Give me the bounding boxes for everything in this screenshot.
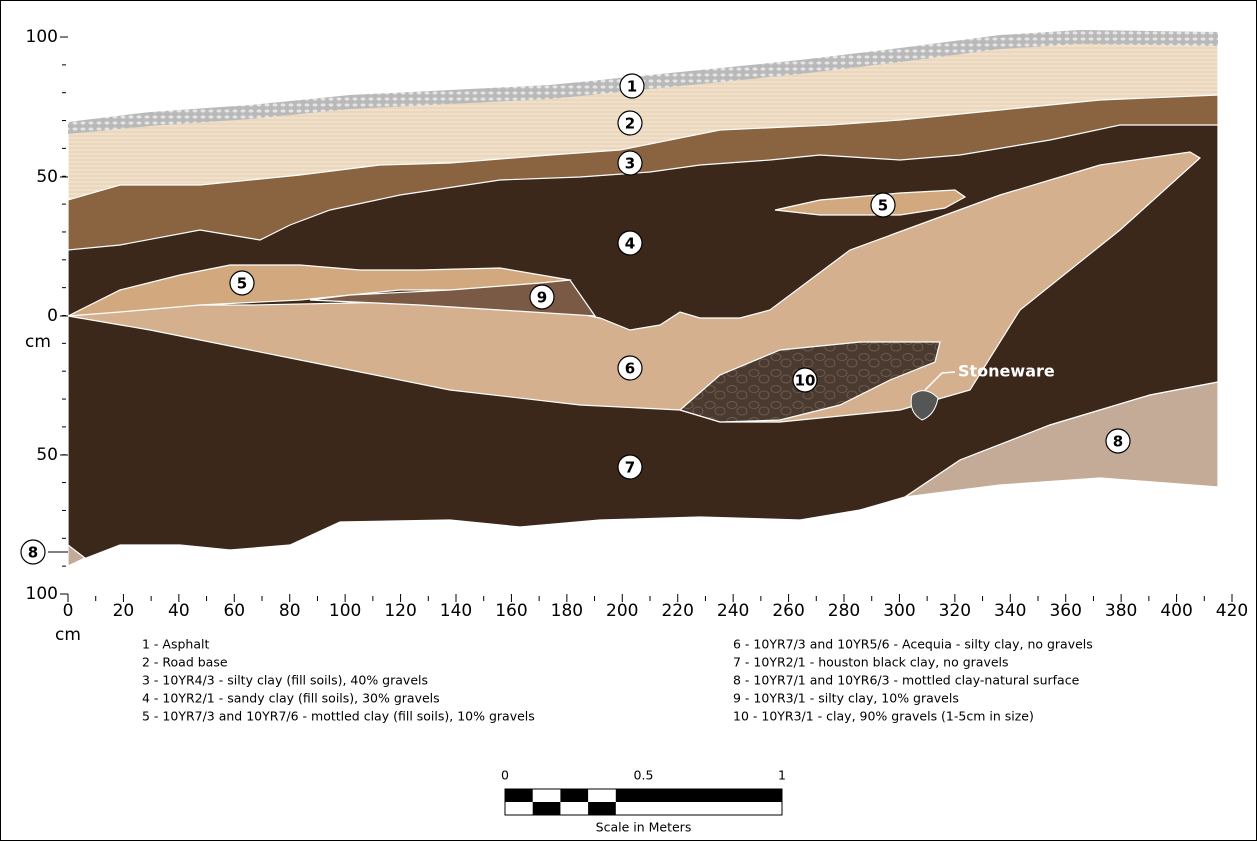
layer-marker: 5 — [878, 197, 888, 215]
marker-circle — [617, 110, 643, 136]
layer-marker: 8 — [1113, 433, 1123, 451]
legend-item: 3 - 10YR4/3 - silty clay (fill soils), 4… — [142, 673, 428, 688]
layers — [48, 29, 1219, 567]
legend-item: 10 - 10YR3/1 - clay, 90% gravels (1-5cm … — [733, 709, 1034, 724]
marker-circle — [617, 355, 643, 381]
x-tick-label: 120 — [384, 601, 416, 621]
x-tick-label: 360 — [1049, 601, 1081, 621]
y-tick-label: 50 — [36, 445, 58, 465]
marker-circle — [617, 454, 643, 480]
layer-8 — [904, 381, 1219, 498]
marker-circle — [1105, 428, 1131, 454]
legend-item: 5 - 10YR7/3 and 10YR7/6 - mottled clay (… — [142, 709, 535, 724]
x-tick-label: 180 — [551, 601, 583, 621]
scale-cell — [532, 802, 561, 815]
layer-marker: 3 — [625, 155, 635, 173]
marker-circle — [792, 367, 818, 393]
y-unit: cm — [25, 332, 51, 352]
stoneware — [910, 390, 939, 421]
layer-8-small — [67, 543, 87, 567]
scale-label: 0 — [501, 768, 509, 783]
layer-marker: 4 — [625, 235, 635, 253]
layer-9 — [309, 279, 597, 317]
x-tick-label: 420 — [1216, 601, 1248, 621]
layer-marker: 9 — [537, 289, 547, 307]
legend-item: 8 - 10YR7/1 and 10YR6/3 - mottled clay-n… — [733, 673, 1080, 688]
scale-cell — [505, 789, 533, 802]
y-tick-label: 100 — [26, 27, 58, 47]
x-tick-label: 220 — [661, 601, 693, 621]
legend-item: 2 - Road base — [142, 655, 228, 670]
x-tick-label: 380 — [1105, 601, 1137, 621]
marker-circle — [229, 270, 255, 296]
marker-circle — [20, 539, 46, 565]
x-tick-label: 320 — [939, 601, 971, 621]
layer-marker: 7 — [625, 459, 635, 477]
x-tick-label: 300 — [883, 601, 915, 621]
legend-item: 1 - Asphalt — [142, 637, 209, 652]
x-tick-label: 140 — [440, 601, 472, 621]
y-tick-label: 100 — [26, 584, 58, 604]
x-tick-label: 80 — [279, 601, 301, 621]
layer-marker: 8 — [28, 544, 38, 562]
layer-marker: 5 — [237, 275, 247, 293]
scale-label: 1 — [778, 768, 786, 783]
x-tick-label: 400 — [1160, 601, 1192, 621]
legend-item: 7 - 10YR2/1 - houston black clay, no gra… — [733, 655, 1009, 670]
x-tick-label: 160 — [495, 601, 527, 621]
x-tick-label: 40 — [168, 601, 190, 621]
x-tick-label: 20 — [113, 601, 135, 621]
scale-cell — [643, 789, 782, 802]
marker-circle — [617, 230, 643, 256]
legend-item: 9 - 10YR3/1 - silty clay, 10% gravels — [733, 691, 959, 706]
marker-circle — [870, 192, 896, 218]
legend-item: 6 - 10YR7/3 and 10YR5/6 - Acequia - silt… — [733, 637, 1093, 652]
scale-cell — [615, 789, 644, 802]
x-tick-label: 280 — [828, 601, 860, 621]
y-tick-label: 0 — [47, 306, 58, 326]
layer-5-right — [774, 189, 967, 216]
marker-circle — [619, 73, 645, 99]
marker-circle — [617, 150, 643, 176]
x-tick-label: 340 — [994, 601, 1026, 621]
scale-cell — [560, 789, 589, 802]
scale-cell — [588, 802, 616, 815]
x-tick-label: 0 — [63, 601, 74, 621]
x-unit: cm — [55, 625, 81, 645]
layer-marker: 6 — [625, 360, 635, 378]
x-tick-label: 260 — [772, 601, 804, 621]
leader — [924, 371, 956, 391]
x-tick-label: 240 — [717, 601, 749, 621]
layer-marker: 2 — [625, 115, 635, 133]
annotation: Stoneware — [958, 362, 1055, 381]
legend-item: 4 - 10YR2/1 - sandy clay (fill soils), 3… — [142, 691, 440, 706]
scale-caption: Scale in Meters — [596, 820, 692, 835]
x-tick-label: 60 — [223, 601, 245, 621]
layer-marker: 10 — [795, 372, 816, 390]
x-tick-label: 200 — [606, 601, 638, 621]
marker-circle — [529, 284, 555, 310]
scale-label: 0.5 — [634, 768, 654, 783]
layer-5-left — [67, 264, 572, 317]
layer-marker: 1 — [627, 78, 637, 96]
y-tick-label: 50 — [36, 167, 58, 187]
x-tick-label: 100 — [329, 601, 361, 621]
